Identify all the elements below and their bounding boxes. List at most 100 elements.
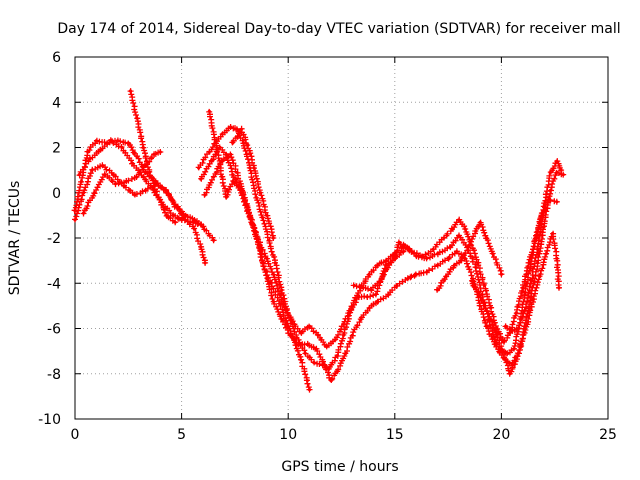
data-point	[521, 286, 524, 289]
data-point	[402, 245, 405, 248]
data-point	[402, 250, 405, 253]
data-point	[496, 334, 499, 337]
data-point	[500, 347, 503, 350]
data-point	[165, 214, 168, 217]
data-point	[157, 196, 160, 199]
data-series	[72, 88, 567, 393]
data-point	[504, 325, 507, 328]
x-tick-label: 5	[177, 427, 186, 443]
y-axis-label: SDTVAR / TECUs	[7, 181, 23, 296]
data-point	[489, 318, 492, 321]
data-point	[532, 297, 535, 300]
data-point	[500, 273, 503, 276]
data-point	[110, 139, 113, 142]
data-point	[165, 189, 168, 192]
data-point	[455, 250, 458, 253]
grid	[75, 57, 608, 419]
data-point	[523, 309, 526, 312]
data-point	[267, 239, 270, 242]
data-point	[306, 343, 309, 346]
data-point	[555, 257, 558, 260]
data-point	[370, 288, 373, 291]
chart-title: Day 174 of 2014, Sidereal Day-to-day VTE…	[57, 21, 620, 37]
x-tick-label: 10	[279, 427, 297, 443]
data-point	[387, 293, 390, 296]
data-point	[252, 227, 255, 230]
data-point	[225, 196, 228, 199]
data-point	[334, 338, 337, 341]
data-point	[304, 352, 307, 355]
data-point	[210, 159, 213, 162]
data-point	[342, 334, 345, 337]
data-point	[478, 304, 481, 307]
data-point	[549, 171, 552, 174]
data-point	[284, 309, 287, 312]
data-point	[248, 166, 251, 169]
data-point	[551, 232, 554, 235]
data-point	[221, 132, 224, 135]
data-point	[464, 227, 467, 230]
data-point	[545, 252, 548, 255]
data-point	[221, 175, 224, 178]
data-point	[135, 155, 138, 158]
data-point	[504, 359, 507, 362]
y-tick-label: 2	[52, 141, 61, 157]
data-point	[231, 180, 234, 183]
data-point	[272, 300, 275, 303]
data-point	[519, 345, 522, 348]
data-point	[299, 331, 302, 334]
y-tick-label: 4	[52, 95, 61, 111]
data-point	[376, 300, 379, 303]
data-point	[229, 126, 232, 129]
data-point	[436, 264, 439, 267]
plot-frame	[75, 57, 608, 419]
x-tick-label: 15	[386, 427, 404, 443]
data-point	[235, 128, 238, 131]
data-point	[528, 261, 531, 264]
data-point	[297, 343, 300, 346]
y-tick-label: -10	[38, 412, 61, 428]
data-point	[252, 166, 255, 169]
data-point	[525, 322, 528, 325]
data-point	[199, 223, 202, 226]
data-point	[280, 318, 283, 321]
data-point	[125, 180, 128, 183]
x-axis-label: GPS time / hours	[281, 459, 398, 475]
x-tick-labels: 0 5 10 15 20 25	[71, 427, 617, 443]
data-point	[365, 295, 368, 298]
data-point	[536, 248, 539, 251]
data-point	[255, 196, 258, 199]
data-point	[308, 325, 311, 328]
data-point	[397, 241, 400, 244]
data-point	[515, 311, 518, 314]
data-point	[325, 345, 328, 348]
data-point	[171, 214, 174, 217]
data-point	[152, 153, 155, 156]
data-point	[425, 270, 428, 273]
data-point	[361, 286, 364, 289]
data-point	[406, 277, 409, 280]
data-point	[517, 327, 520, 330]
chart: Day 174 of 2014, Sidereal Day-to-day VTE…	[0, 0, 640, 480]
axis-ticks	[75, 57, 608, 419]
data-point	[436, 288, 439, 291]
data-point	[483, 304, 486, 307]
data-point	[374, 293, 377, 296]
data-point	[272, 273, 275, 276]
data-point	[240, 128, 243, 131]
data-point	[476, 291, 479, 294]
data-point	[148, 171, 151, 174]
data-point	[208, 150, 211, 153]
data-point	[261, 216, 264, 219]
data-point	[193, 227, 196, 230]
data-point	[114, 182, 117, 185]
data-point	[142, 146, 145, 149]
data-point	[476, 261, 479, 264]
data-point	[274, 261, 277, 264]
data-point	[101, 164, 104, 167]
data-point	[86, 150, 89, 153]
data-point	[555, 159, 558, 162]
y-tick-label: -2	[47, 231, 61, 247]
data-point	[199, 245, 202, 248]
data-point	[559, 169, 562, 172]
